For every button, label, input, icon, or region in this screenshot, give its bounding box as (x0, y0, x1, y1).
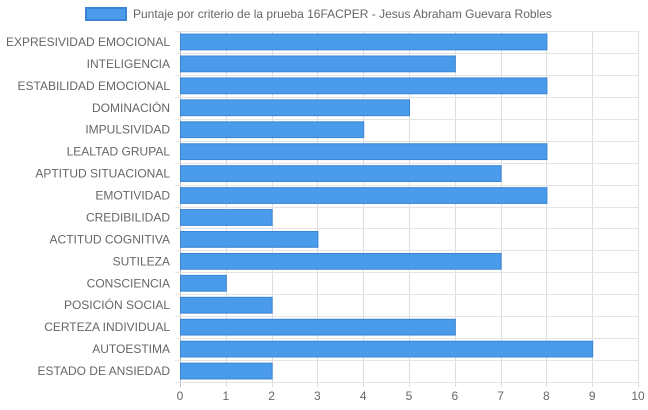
bar[interactable] (180, 33, 548, 51)
bar[interactable] (180, 99, 410, 117)
x-tick-label: 1 (222, 389, 229, 403)
bar[interactable] (180, 143, 548, 161)
bar[interactable] (180, 121, 365, 139)
x-tick-label: 3 (314, 389, 321, 403)
category-label: ESTADO DE ANSIEDAD (38, 364, 171, 378)
x-tick-label: 2 (268, 389, 275, 403)
legend-label[interactable]: Puntaje por criterio de la prueba 16FACP… (133, 7, 552, 21)
legend-swatch[interactable] (85, 7, 127, 21)
category-label: APTITUD SITUACIONAL (35, 167, 170, 181)
category-label: LEALTAD GRUPAL (67, 145, 171, 159)
bars (180, 33, 594, 380)
x-tick-label: 7 (497, 389, 504, 403)
bar[interactable] (180, 296, 273, 314)
category-label: ACTITUD COGNITIVA (50, 232, 170, 246)
category-label: AUTOESTIMA (92, 342, 170, 356)
bar[interactable] (180, 165, 502, 182)
category-label: POSICIÓN SOCIAL (64, 297, 170, 312)
category-labels: EXPRESIVIDAD EMOCIONAL INTELIGENCIA ESTABI… (6, 35, 170, 378)
bar[interactable] (180, 340, 594, 358)
category-label: EMOTIVIDAD (95, 189, 170, 203)
bar[interactable] (180, 209, 273, 226)
bar[interactable] (180, 231, 319, 248)
x-axis-tick-labels: 0 1 2 3 4 5 6 7 8 9 10 (177, 389, 645, 403)
bar[interactable] (180, 274, 227, 292)
bar[interactable] (180, 55, 456, 73)
x-tick-label: 8 (543, 389, 550, 403)
category-label: DOMINACIÓN (92, 100, 170, 115)
legend[interactable]: Puntaje por criterio de la prueba 16FACP… (85, 7, 552, 21)
x-tick-label: 9 (589, 389, 596, 403)
bar[interactable] (180, 362, 273, 380)
bar[interactable] (180, 318, 456, 336)
category-label: IMPULSIVIDAD (85, 123, 170, 137)
x-tick-label: 0 (177, 389, 184, 403)
x-tick-label: 5 (406, 389, 413, 403)
x-tick-label: 4 (360, 389, 367, 403)
category-label: SUTILEZA (113, 254, 170, 268)
category-label: CONSCIENCIA (87, 276, 170, 290)
category-label: ESTABILIDAD EMOCIONAL (18, 79, 171, 93)
bar[interactable] (180, 77, 548, 95)
x-tick-label: 10 (631, 389, 645, 403)
category-label: EXPRESIVIDAD EMOCIONAL (6, 35, 170, 49)
category-label: INTELIGENCIA (87, 57, 170, 71)
x-tick-label: 6 (451, 389, 458, 403)
bar[interactable] (180, 252, 502, 270)
bar[interactable] (180, 187, 548, 204)
category-label: CERTEZA INDIVIDUAL (44, 320, 170, 334)
category-label: CREDIBILIDAD (86, 210, 170, 224)
